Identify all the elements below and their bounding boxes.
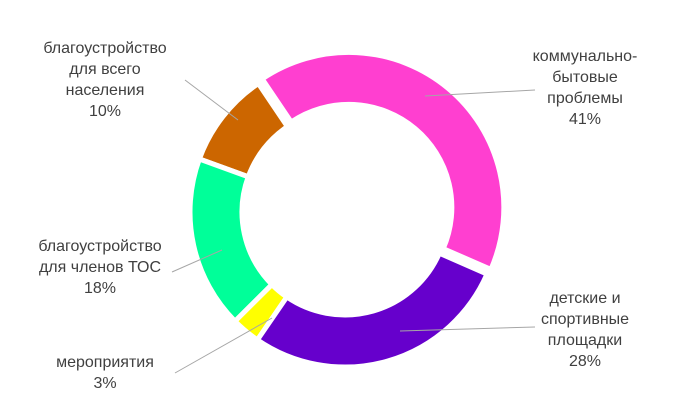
donut-slice — [187, 155, 276, 325]
category-label: благоустройство для всего населения — [43, 40, 167, 99]
donut-slice — [196, 80, 291, 180]
slice-label: коммунально-бытовые проблемы 41% — [530, 46, 640, 130]
slice-label: мероприятия 3% — [30, 352, 180, 394]
category-label: детские и спортивные площадки — [540, 290, 630, 349]
leader-line — [174, 317, 273, 374]
category-label: коммунально-бытовые проблемы — [532, 48, 638, 107]
value-label: 18% — [83, 280, 117, 297]
slice-label: благоустройство для членов ТОС 18% — [25, 236, 175, 299]
leader-line — [399, 326, 536, 332]
slice-label: детские и спортивные площадки 28% — [530, 288, 640, 372]
leader-line — [184, 79, 239, 121]
category-label: благоустройство для членов ТОС — [38, 238, 162, 276]
category-label: мероприятия — [56, 354, 154, 371]
leader-line — [424, 89, 536, 97]
leader-line — [171, 249, 223, 273]
value-label: 41% — [568, 111, 602, 128]
value-label: 3% — [93, 375, 117, 392]
value-label: 10% — [88, 103, 122, 120]
slice-label: благоустройство для всего населения 10% — [30, 38, 180, 122]
value-label: 28% — [568, 353, 602, 370]
donut-slice — [258, 49, 507, 273]
donut-slice — [253, 249, 491, 370]
